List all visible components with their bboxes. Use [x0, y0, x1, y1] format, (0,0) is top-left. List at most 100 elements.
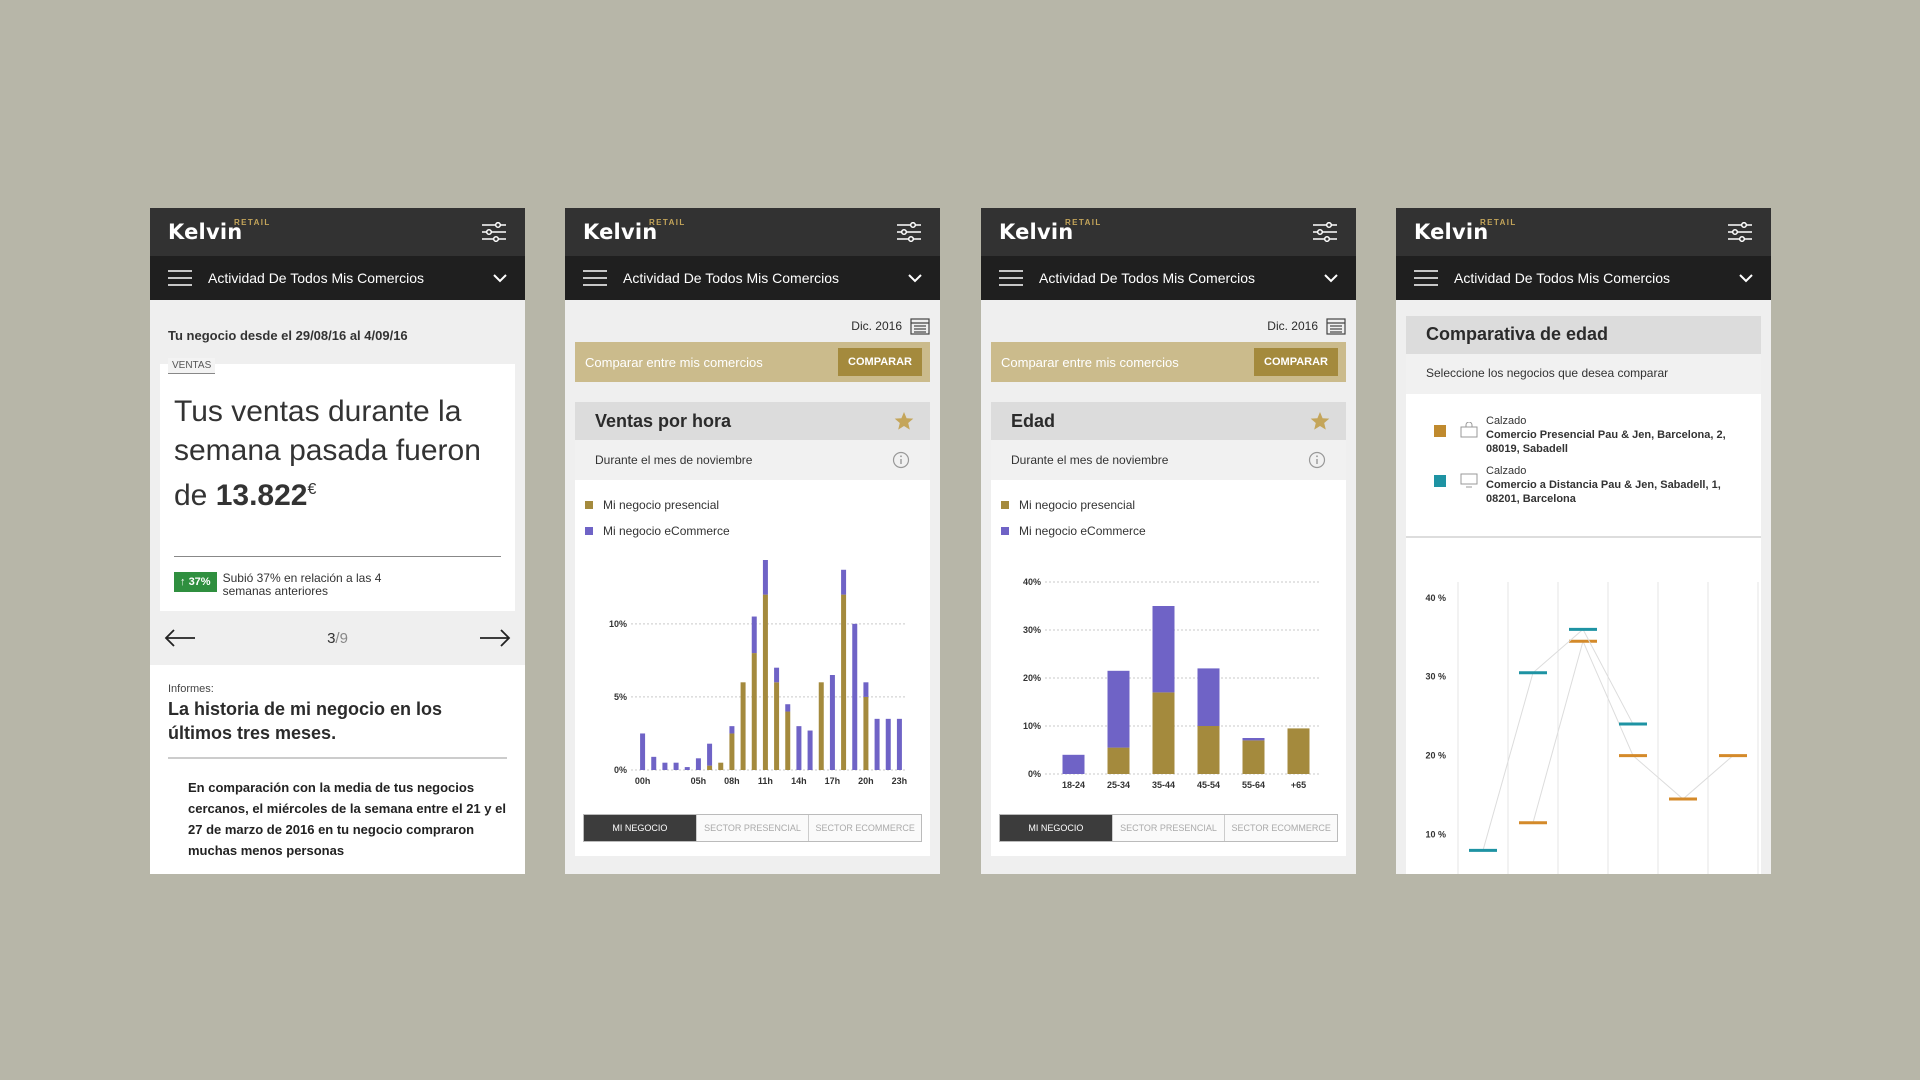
panel-subtitle: Durante el mes de noviembre: [991, 440, 1346, 480]
chevron-down-icon[interactable]: [908, 273, 922, 283]
panel-title: Comparativa de edad: [1406, 316, 1761, 354]
sales-headline: Tus ventas durante la semana pasada fuer…: [174, 364, 501, 515]
chart-tabs: MI NEGOCIO SECTOR PRESENCIAL SECTOR ECOM…: [999, 814, 1338, 842]
x-tick-label: 08h: [724, 776, 740, 786]
nav-bar[interactable]: Actividad De Todos Mis Comercios: [981, 256, 1356, 300]
tab-sector-presencial[interactable]: SECTOR PRESENCIAL: [696, 815, 810, 841]
panel-title: Edad: [1011, 410, 1056, 431]
phone-screen-summary: Kelvin RETAIL Actividad De Todos Mis Come…: [150, 208, 525, 874]
business-swatch: [1434, 425, 1446, 437]
x-tick-label: 23h: [892, 776, 908, 786]
compare-label: Comparar entre mis comercios: [1001, 354, 1179, 370]
bar-ecommerce: [896, 718, 902, 770]
business-item[interactable]: Calzado Comercio a Distancia Pau & Jen, S…: [1434, 464, 1761, 506]
chevron-down-icon[interactable]: [1324, 273, 1338, 283]
menu-icon[interactable]: [999, 270, 1023, 286]
age-chart: 0% 10% 20% 30% 40% 18-24 25-34 35-44 45-54 55-64 +…: [1023, 577, 1321, 790]
filter-icon[interactable]: [1727, 222, 1753, 242]
bar-presencial: [751, 653, 757, 770]
chevron-down-icon[interactable]: [493, 273, 507, 283]
menu-icon[interactable]: [1414, 270, 1438, 286]
legend-swatch: [585, 527, 593, 535]
trend-row: ↑ 37% Subió 37% en relación a las 4 sema…: [174, 572, 433, 598]
y-tick-label: 20 %: [1425, 751, 1446, 761]
bar-ecommerce: [695, 758, 701, 770]
bar-ecommerce: [885, 718, 891, 770]
bar-presencial: [818, 682, 824, 770]
nav-bar[interactable]: Actividad De Todos Mis Comercios: [565, 256, 940, 300]
date-label: Dic. 2016: [851, 319, 902, 333]
bar-ecommerce: [829, 675, 835, 770]
x-tick-label: 45-54: [1197, 780, 1220, 790]
bar-ecommerce: [807, 730, 813, 770]
brand-logo: Kelvin RETAIL: [1414, 218, 1515, 244]
bar-presencial: [1107, 747, 1130, 774]
business-category: Calzado: [1486, 465, 1527, 477]
brand-sup: RETAIL: [234, 218, 271, 227]
arrow-right-icon[interactable]: [479, 629, 511, 647]
y-tick-label: 30 %: [1425, 672, 1446, 682]
chart-legend: Mi negocio presencial Mi negocio eCommer…: [575, 480, 930, 544]
legend-label: Mi negocio presencial: [1019, 498, 1136, 512]
report-label: Informes:: [168, 683, 214, 695]
brand-sup: RETAIL: [649, 218, 686, 227]
nav-title: Actividad De Todos Mis Comercios: [208, 270, 425, 286]
menu-icon[interactable]: [583, 270, 607, 286]
filter-icon[interactable]: [896, 222, 922, 242]
tab-sector-ecommerce[interactable]: SECTOR ECOMMERCE: [809, 815, 922, 841]
divider: [174, 556, 501, 557]
nav-title: Actividad De Todos Mis Comercios: [1454, 270, 1671, 286]
info-icon[interactable]: [892, 451, 910, 469]
y-tick-label: 5%: [614, 692, 627, 702]
bar-ecommerce: [1242, 738, 1265, 741]
nav-bar[interactable]: Actividad De Todos Mis Comercios: [150, 256, 525, 300]
brand-name: Kelvin: [583, 220, 658, 244]
chevron-down-icon[interactable]: [1739, 273, 1753, 283]
y-tick-label: 30%: [1023, 625, 1041, 635]
x-tick-label: +65: [1291, 780, 1306, 790]
trend-text: Subió 37% en relación a las 4 semanas an…: [222, 571, 382, 598]
age-comparison-chart: 10 % 20 % 30 % 40 %: [1425, 582, 1759, 874]
bar-ecommerce: [1197, 668, 1220, 726]
arrow-left-icon[interactable]: [164, 629, 196, 647]
report-body: En comparación con la media de tus negoc…: [188, 780, 506, 858]
trend-badge: ↑ 37%: [174, 572, 217, 592]
brand-logo: Kelvin RETAIL: [168, 218, 269, 244]
compare-label: Comparar entre mis comercios: [585, 354, 763, 370]
pager: 3/9: [150, 611, 525, 665]
filter-icon[interactable]: [481, 222, 507, 242]
menu-icon[interactable]: [168, 270, 192, 286]
sales-amount: 13.822: [215, 479, 308, 512]
info-icon[interactable]: [1308, 451, 1326, 469]
legend-item: Mi negocio eCommerce: [1001, 518, 1346, 544]
report-card[interactable]: Informes: La historia de mi negocio en l…: [150, 665, 525, 874]
brand-logo: Kelvin RETAIL: [583, 218, 684, 244]
x-tick-label: 17h: [825, 776, 841, 786]
panel-header: Ventas por hora: [575, 402, 930, 440]
compare-button[interactable]: COMPARAR: [1254, 348, 1338, 376]
y-tick-label: 10 %: [1425, 830, 1446, 840]
x-tick-label: 35-44: [1152, 780, 1175, 790]
tab-mi-negocio[interactable]: MI NEGOCIO: [584, 815, 697, 841]
y-tick-label: 10%: [609, 619, 627, 629]
calendar-icon[interactable]: [1326, 317, 1346, 335]
bar-presencial: [863, 696, 869, 770]
filter-icon[interactable]: [1312, 222, 1338, 242]
tab-sector-presencial[interactable]: SECTOR PRESENCIAL: [1112, 815, 1226, 841]
business-item[interactable]: Calzado Comercio Presencial Pau & Jen, Ba…: [1434, 414, 1761, 456]
star-icon[interactable]: [1310, 411, 1330, 431]
date-selector[interactable]: Dic. 2016: [565, 300, 940, 338]
compare-button[interactable]: COMPARAR: [838, 348, 922, 376]
star-icon[interactable]: [894, 411, 914, 431]
nav-bar[interactable]: Actividad De Todos Mis Comercios: [1396, 256, 1771, 300]
calendar-icon[interactable]: [910, 317, 930, 335]
bar-ecommerce: [640, 733, 646, 770]
tab-mi-negocio[interactable]: MI NEGOCIO: [1000, 815, 1113, 841]
tab-sector-ecommerce[interactable]: SECTOR ECOMMERCE: [1225, 815, 1338, 841]
comparison-panel: Comparativa de edad Seleccione los negoc…: [1406, 316, 1761, 874]
phone-screen-age: Kelvin RETAIL Actividad De Todos Mis Come…: [981, 208, 1356, 874]
series-connector: [1532, 639, 1734, 823]
bar-ecommerce: [762, 560, 768, 595]
bar-ecommerce: [684, 767, 690, 770]
date-selector[interactable]: Dic. 2016: [981, 300, 1356, 338]
